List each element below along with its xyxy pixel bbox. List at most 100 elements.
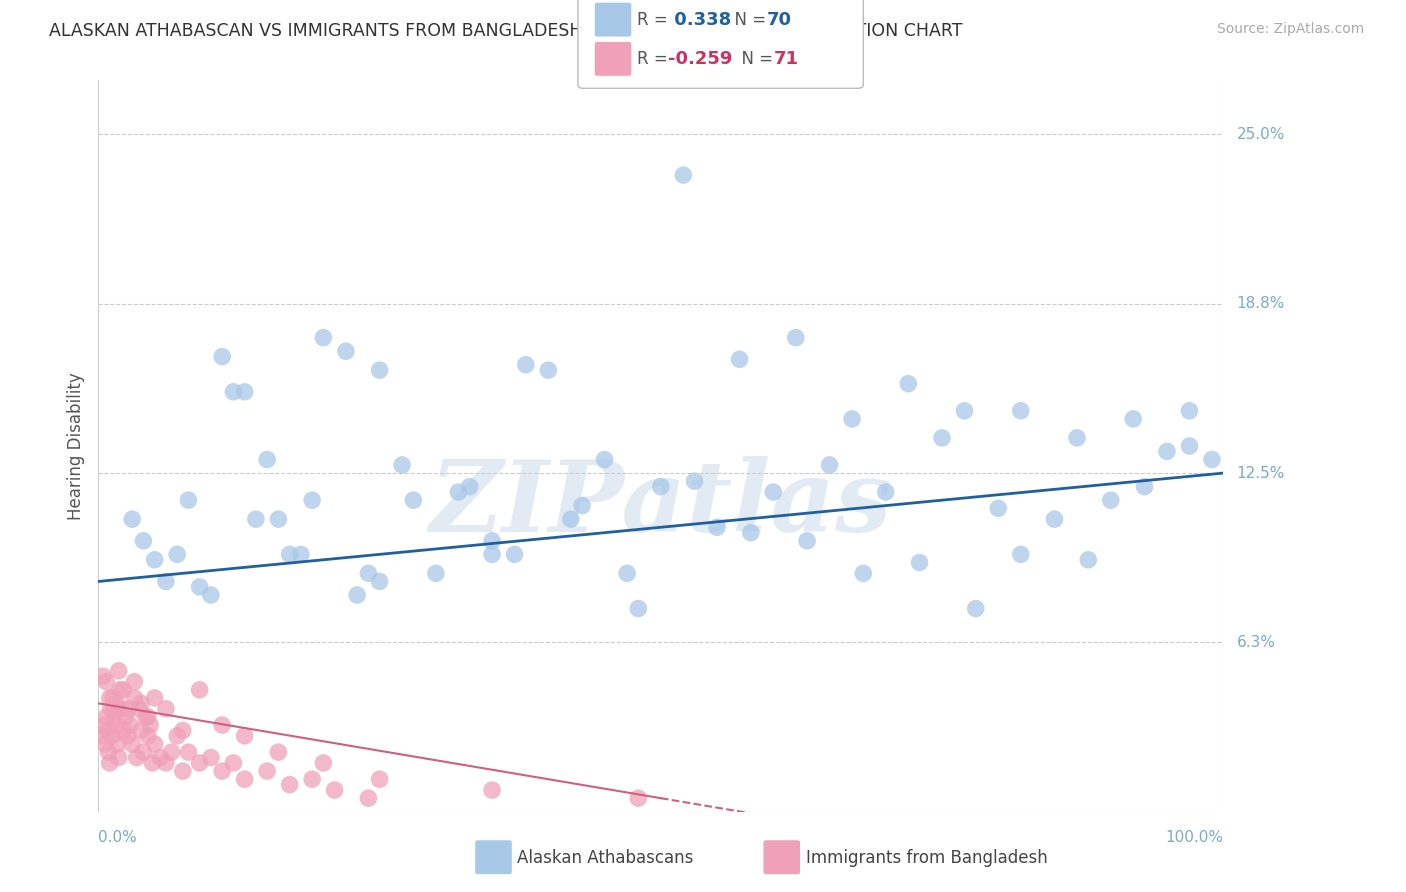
Text: 6.3%: 6.3% <box>1237 635 1275 650</box>
Point <box>200 588 222 602</box>
Point <box>143 690 166 705</box>
Point <box>1156 444 1178 458</box>
Point <box>121 737 143 751</box>
Point <box>118 702 141 716</box>
Text: ZIPatlas: ZIPatlas <box>430 457 891 553</box>
Point <box>136 729 159 743</box>
Point <box>107 750 129 764</box>
Text: Source: ZipAtlas.com: Source: ZipAtlas.com <box>1216 22 1364 37</box>
Point <box>143 737 166 751</box>
Point <box>278 778 301 792</box>
Text: ALASKAN ATHABASCAN VS IMMIGRANTS FROM BANGLADESH HEARING DISABILITY CORRELATION : ALASKAN ATHABASCAN VS IMMIGRANTS FROM BA… <box>49 22 963 40</box>
Point <box>301 493 323 508</box>
Point <box>245 512 267 526</box>
Point <box>233 384 256 399</box>
Point <box>762 485 785 500</box>
Point <box>290 547 312 561</box>
Point <box>166 547 188 561</box>
Point <box>1178 439 1201 453</box>
Point <box>100 702 122 716</box>
Text: 71: 71 <box>773 50 799 68</box>
Point <box>312 331 335 345</box>
Point <box>129 697 152 711</box>
Text: 25.0%: 25.0% <box>1237 127 1285 142</box>
Point <box>124 690 146 705</box>
Point <box>107 664 129 678</box>
Point <box>560 512 582 526</box>
Point <box>101 729 124 743</box>
Point <box>222 756 245 770</box>
Point <box>256 452 278 467</box>
Text: R =: R = <box>637 50 673 68</box>
Point <box>143 553 166 567</box>
Point <box>312 756 335 770</box>
Point <box>346 588 368 602</box>
Point <box>96 710 118 724</box>
Point <box>211 764 233 778</box>
Point <box>98 756 121 770</box>
Point <box>222 384 245 399</box>
Point <box>90 729 112 743</box>
Text: Immigrants from Bangladesh: Immigrants from Bangladesh <box>806 849 1047 867</box>
Point <box>160 745 183 759</box>
Point <box>233 729 256 743</box>
Point <box>1077 553 1099 567</box>
Point <box>108 682 131 697</box>
Point <box>96 723 118 738</box>
Point <box>188 756 211 770</box>
Point <box>278 547 301 561</box>
Point <box>368 574 391 589</box>
Point <box>357 791 380 805</box>
Text: 100.0%: 100.0% <box>1166 830 1223 845</box>
Point <box>537 363 560 377</box>
Point <box>132 533 155 548</box>
Point <box>177 745 200 759</box>
Point <box>515 358 537 372</box>
Point <box>1201 452 1223 467</box>
Point <box>91 669 114 683</box>
Point <box>931 431 953 445</box>
Point <box>97 745 120 759</box>
Point <box>627 601 650 615</box>
Point <box>96 674 118 689</box>
Point <box>118 718 141 732</box>
Point <box>155 574 177 589</box>
Point <box>98 690 121 705</box>
Point <box>796 533 818 548</box>
Point <box>357 566 380 581</box>
Point <box>135 710 157 724</box>
Point <box>301 772 323 787</box>
Point <box>117 729 139 743</box>
Point <box>256 764 278 778</box>
Point <box>818 458 841 472</box>
Point <box>149 750 172 764</box>
Point <box>114 710 136 724</box>
Point <box>110 702 132 716</box>
Point <box>481 547 503 561</box>
Text: N =: N = <box>724 11 772 29</box>
Point <box>103 702 125 716</box>
Text: 70: 70 <box>766 11 792 29</box>
Point <box>1010 547 1032 561</box>
Point <box>875 485 897 500</box>
Point <box>155 756 177 770</box>
Point <box>103 710 125 724</box>
Point <box>447 485 470 500</box>
Point <box>1133 480 1156 494</box>
Point <box>1066 431 1088 445</box>
Point <box>188 580 211 594</box>
Point <box>112 682 135 697</box>
Point <box>107 737 129 751</box>
Text: 18.8%: 18.8% <box>1237 296 1285 311</box>
Point <box>402 493 425 508</box>
Text: N =: N = <box>731 50 779 68</box>
Point <box>141 756 163 770</box>
Point <box>650 480 672 494</box>
Point <box>627 791 650 805</box>
Point <box>571 499 593 513</box>
Y-axis label: Hearing Disability: Hearing Disability <box>66 372 84 520</box>
Point <box>121 512 143 526</box>
Point <box>335 344 357 359</box>
Text: 0.338: 0.338 <box>668 11 731 29</box>
Point <box>458 480 481 494</box>
